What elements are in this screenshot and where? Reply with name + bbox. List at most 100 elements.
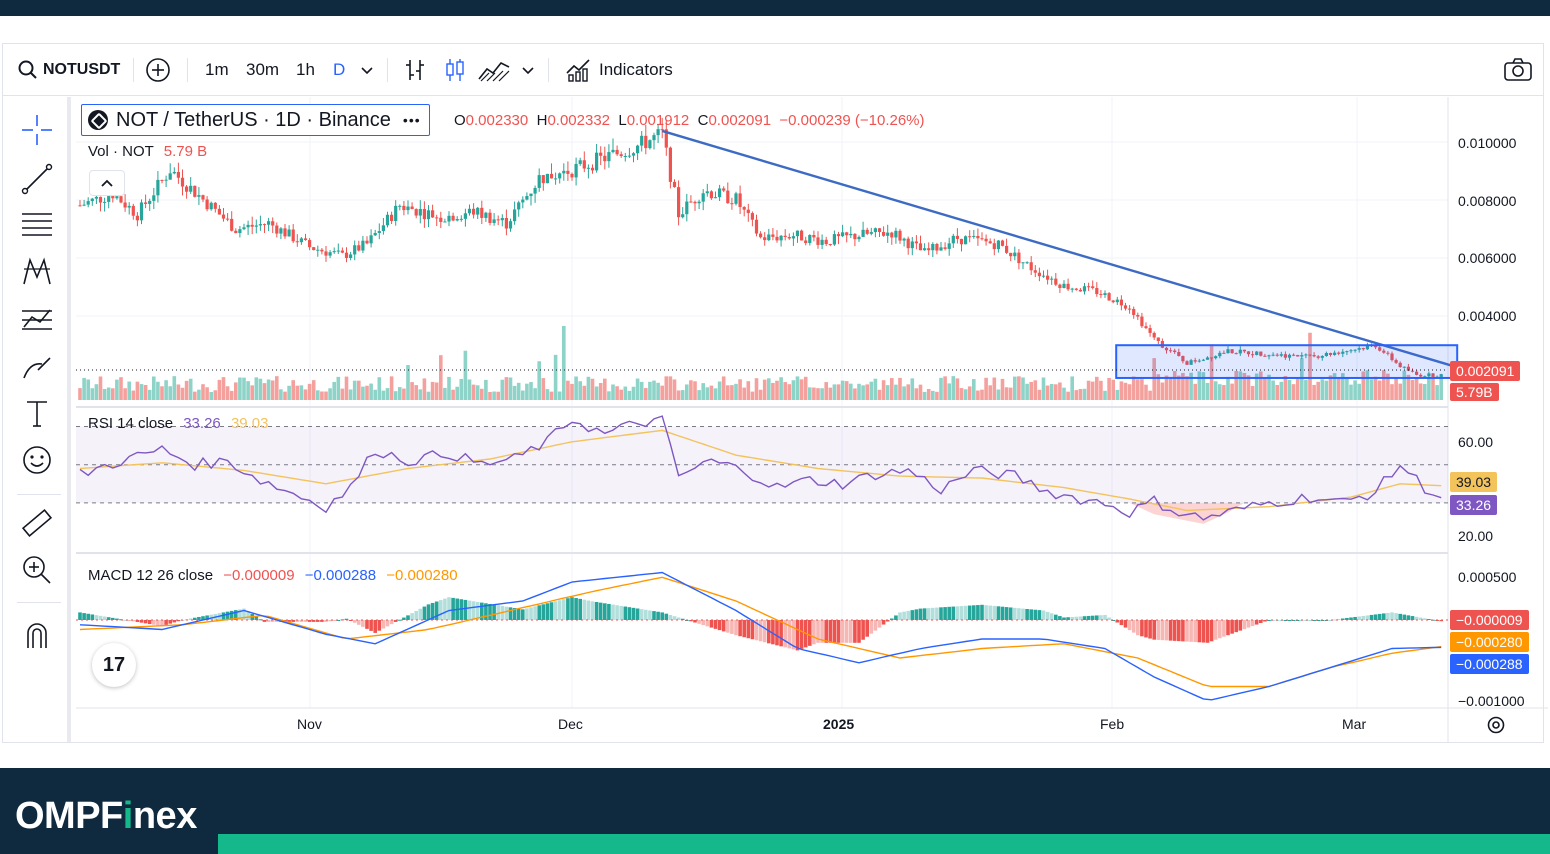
volume-bar — [853, 388, 857, 400]
snapshot-button[interactable] — [1503, 44, 1533, 96]
volume-bar — [1144, 384, 1148, 400]
ruler-tool[interactable] — [17, 503, 57, 543]
candle-body — [668, 147, 672, 182]
macd-histogram-bar — [566, 598, 570, 620]
candle-body — [533, 187, 537, 194]
trend-line-tool[interactable] — [17, 159, 57, 199]
candle-body — [1123, 305, 1128, 309]
settings-button[interactable] — [1485, 714, 1507, 741]
tradingview-logo[interactable]: 17 — [92, 643, 136, 687]
macd-histogram-bar — [1127, 620, 1132, 631]
volume-bar — [320, 391, 324, 400]
indicators-button[interactable]: Indicators — [565, 44, 673, 96]
macd-histogram-bar — [324, 620, 328, 622]
volume-bar — [717, 381, 722, 400]
interval-dropdown[interactable] — [360, 44, 374, 96]
indicators-label: Indicators — [599, 60, 673, 79]
macd-histogram-bar — [369, 620, 373, 631]
candle-body — [316, 249, 320, 251]
candle-body — [426, 210, 431, 220]
candle-body — [189, 185, 193, 192]
compare-button[interactable] — [144, 44, 172, 96]
macd-histogram-bar — [434, 601, 439, 620]
macd-histogram-bar — [545, 603, 550, 620]
macd-histogram-bar — [1418, 617, 1423, 620]
pattern-tool[interactable] — [17, 252, 57, 292]
candle-body — [836, 234, 841, 237]
candle-body — [451, 215, 455, 221]
volume-bar — [467, 379, 472, 400]
symbol-search[interactable]: NOTUSDT — [17, 44, 120, 96]
symbol-title[interactable]: NOT / TetherUS · 1D · Binance ••• — [81, 104, 430, 136]
macd-histogram-bar — [1062, 617, 1066, 620]
macd-histogram-bar — [1181, 620, 1185, 642]
emoji-tool[interactable] — [17, 440, 57, 480]
volume-bar — [705, 387, 710, 400]
more-icon[interactable]: ••• — [402, 112, 421, 128]
volume-bar — [812, 387, 816, 400]
candle-body — [652, 135, 656, 141]
text-tool[interactable] — [17, 394, 57, 434]
volume-bar — [590, 378, 595, 400]
candle-body — [1000, 240, 1005, 246]
bar-style-button[interactable] — [403, 44, 427, 96]
candle-body — [841, 232, 845, 237]
candle-body — [1328, 353, 1333, 355]
interval-1h[interactable]: 1h — [296, 60, 315, 79]
macd-histogram-bar — [1341, 618, 1345, 620]
candle-body — [221, 214, 226, 219]
last-price-tag: 0.002091 — [1450, 361, 1521, 381]
volume-bar — [648, 381, 652, 400]
candle-body — [959, 238, 964, 245]
coin-icon — [88, 110, 108, 130]
brush-tool[interactable] — [17, 347, 57, 387]
volume-bar — [471, 384, 476, 400]
macd-histogram-bar — [365, 620, 369, 629]
macd-histogram-bar — [1234, 620, 1238, 633]
macd-histogram-bar — [1283, 620, 1288, 621]
macd-histogram-bar — [430, 602, 435, 620]
interval-d[interactable]: D — [333, 60, 346, 79]
candle-body — [1144, 326, 1148, 329]
volume-bar — [1181, 372, 1185, 400]
candle-body — [816, 237, 820, 245]
macd-histogram-bar — [590, 601, 595, 620]
macd-histogram-bar — [1000, 606, 1005, 620]
volume-bar — [939, 377, 943, 400]
collapse-legend-button[interactable] — [89, 170, 125, 196]
volume-bar — [557, 391, 562, 400]
macd-histogram-bar — [373, 620, 377, 633]
candle-body — [107, 196, 111, 202]
macd-histogram-bar — [697, 620, 701, 624]
macd-histogram-bar — [1033, 609, 1038, 620]
candles-style-button[interactable] — [443, 44, 467, 96]
candle-body — [1410, 370, 1415, 372]
macd-histogram-bar — [984, 605, 988, 620]
chart-type-dropdown[interactable] — [521, 44, 535, 96]
candle-body — [488, 212, 492, 223]
candle-body — [402, 205, 406, 211]
candle-body — [857, 236, 861, 240]
magnet-tool[interactable] — [17, 615, 57, 655]
zoom-in-tool[interactable] — [17, 550, 57, 590]
candle-body — [914, 241, 918, 244]
fib-retracement-tool[interactable] — [17, 205, 57, 245]
candle-body — [390, 214, 394, 221]
candle-body — [554, 178, 558, 180]
crosshair-tool[interactable] — [17, 110, 57, 150]
volume-bar — [1160, 382, 1165, 400]
interval-1m[interactable]: 1m — [205, 60, 229, 79]
candle-body — [1029, 262, 1033, 271]
volume-bar — [726, 385, 730, 400]
macd-histogram-bar — [664, 613, 669, 620]
macd-histogram-bar — [1017, 608, 1021, 620]
candle-body — [1140, 316, 1144, 327]
forecasting-tool[interactable] — [17, 300, 57, 340]
time-tick: Mar — [1342, 716, 1367, 732]
candle-body — [455, 218, 459, 221]
interval-30m[interactable]: 30m — [246, 60, 280, 79]
area-style-button[interactable] — [477, 44, 511, 96]
macd-histogram-bar — [1386, 612, 1390, 620]
rsi-oversold-fill — [1129, 502, 1245, 524]
